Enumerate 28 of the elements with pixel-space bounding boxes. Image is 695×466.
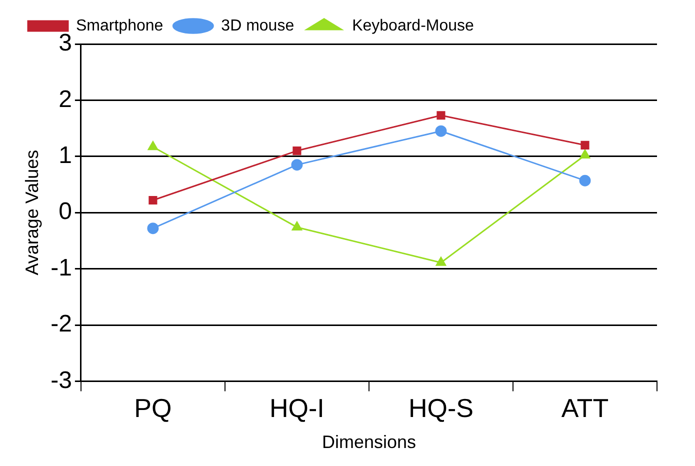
point [147, 222, 159, 234]
point [580, 140, 590, 150]
legend-label: 3D mouse [221, 17, 294, 34]
point [291, 159, 303, 171]
y-tick-label: -3 [50, 366, 72, 394]
y-tick-label: -2 [50, 310, 72, 338]
x-tick-label: ATT [561, 392, 609, 423]
point [436, 111, 446, 120]
point [579, 174, 591, 186]
y-tick-label: 1 [58, 142, 72, 170]
x-tick-label: HQ-S [408, 392, 474, 423]
y-tick-label: -1 [50, 254, 72, 282]
point [435, 125, 447, 137]
x-axis-title: Dimensions [322, 432, 416, 452]
point [148, 196, 158, 205]
point [436, 256, 446, 266]
point [292, 221, 302, 230]
y-tick-label: 2 [58, 86, 72, 113]
y-axis-title: Avarage Values [22, 150, 42, 276]
y-tick-label: 0 [58, 198, 72, 226]
y-tick-label: 3 [58, 30, 72, 57]
point [292, 146, 302, 156]
x-tick-label: PQ [134, 392, 172, 423]
legend-label: Keyboard-Mouse [352, 17, 474, 34]
legend-label: Smartphone [76, 17, 164, 34]
point [580, 150, 590, 159]
x-tick-label: HQ-I [270, 392, 324, 423]
point [148, 141, 158, 150]
